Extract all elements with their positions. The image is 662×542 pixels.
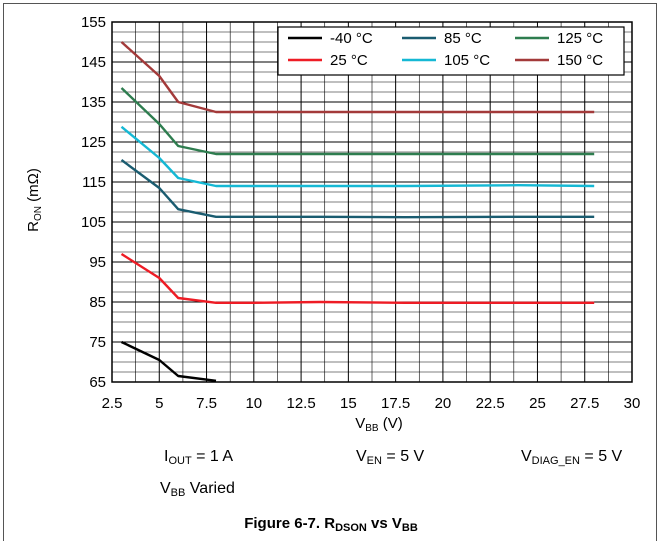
- series-line: [120, 159, 595, 219]
- series-line: [120, 125, 595, 188]
- x-tick-label: 15: [340, 395, 357, 412]
- y-tick-label: 155: [81, 14, 106, 31]
- figure-caption: Figure 6-7. RDSON vs VBB: [0, 515, 662, 534]
- x-tick-label: 10: [245, 395, 262, 412]
- chart: 2.5 5 7.5 10 12.5 15 17.5 20 22.5 25 27.5 30 65 75 85 9…: [25, 14, 640, 434]
- condition-iout-sub: OUT: [168, 455, 192, 467]
- series-line: [120, 340, 217, 382]
- y-tick-label: 145: [81, 54, 106, 71]
- y-tick-label: 125: [81, 134, 106, 151]
- legend-box: [277, 26, 625, 76]
- condition-vdiag-tail: = 5 V: [579, 448, 623, 465]
- x-tick-label: 27.5: [570, 395, 599, 412]
- series-line: [120, 87, 595, 156]
- y-tick-label: 105: [81, 214, 106, 231]
- legend-entry-label: 85 °C: [444, 30, 482, 47]
- legend-entry-label: 25 °C: [330, 52, 368, 69]
- legend-entry-label: 150 °C: [557, 52, 603, 69]
- x-tick-label: 25: [529, 395, 546, 412]
- caption-prefix: Figure 6-7. R: [244, 515, 336, 532]
- condition-vbb-sub: BB: [170, 487, 186, 499]
- condition-iout: IOUT = 1 A: [164, 448, 233, 467]
- legend-entry-label: 125 °C: [557, 30, 603, 47]
- condition-ven-main: V: [356, 448, 367, 465]
- series-layer: [120, 41, 595, 382]
- x-tick-label: 20: [435, 395, 452, 412]
- caption-sub-dson: DSON: [335, 522, 367, 534]
- x-axis-label-sub: BB: [365, 423, 379, 434]
- x-tick-label: 17.5: [381, 395, 410, 412]
- condition-vdiag: VDIAG_EN = 5 V: [521, 448, 622, 467]
- condition-iout-main: I: [164, 448, 169, 465]
- x-tick-label: 12.5: [286, 395, 315, 412]
- x-tick-label: 30: [624, 395, 641, 412]
- condition-ven-tail: = 5 V: [381, 448, 425, 465]
- y-tick-label: 115: [82, 174, 106, 191]
- caption-mid: vs V: [366, 515, 402, 532]
- condition-ven: VEN = 5 V: [356, 448, 424, 467]
- grid: [111, 21, 633, 383]
- y-tick-label: 135: [81, 94, 106, 111]
- figure-frame: [3, 3, 657, 541]
- x-axis-label-main: V: [355, 415, 365, 432]
- axes: 2.5 5 7.5 10 12.5 15 17.5 20 22.5 25 27.5 30 65 75 85 9…: [81, 14, 640, 412]
- condition-vdiag-main: V: [521, 448, 532, 465]
- series-line: [120, 252, 595, 304]
- condition-vbb-main: V: [160, 480, 171, 497]
- condition-ven-sub: EN: [366, 455, 382, 467]
- caption-sub-bb: BB: [401, 522, 418, 534]
- x-axis-label: VBB (V): [355, 415, 403, 434]
- y-axis-label-sub: ON: [33, 206, 44, 221]
- condition-vbb: VBB Varied: [160, 480, 235, 499]
- y-tick-label: 95: [89, 254, 106, 271]
- x-tick-label: 5: [155, 395, 163, 412]
- y-axis-label-tail: (mΩ): [25, 168, 42, 206]
- legend: -40 °C 85 °C 125 °C 25 °C 105 °C 150 °C: [277, 26, 625, 76]
- condition-vbb-tail: Varied: [185, 480, 235, 497]
- x-tick-label: 7.5: [196, 395, 217, 412]
- x-axis-label-tail: (V): [379, 415, 403, 432]
- condition-vdiag-sub: DIAG_EN: [531, 455, 580, 467]
- plot-border: [111, 21, 633, 383]
- y-tick-label: 85: [89, 294, 106, 311]
- y-tick-label: 75: [89, 334, 106, 351]
- series-line: [120, 41, 595, 114]
- y-axis-label: RON (mΩ): [25, 168, 44, 232]
- legend-entry-label: 105 °C: [444, 52, 490, 69]
- condition-iout-tail: = 1 A: [191, 448, 234, 465]
- x-tick-label: 22.5: [476, 395, 505, 412]
- y-axis-label-main: R: [25, 221, 42, 232]
- y-tick-label: 65: [89, 374, 106, 391]
- legend-entry-label: -40 °C: [330, 30, 373, 47]
- x-tick-label: 2.5: [102, 395, 123, 412]
